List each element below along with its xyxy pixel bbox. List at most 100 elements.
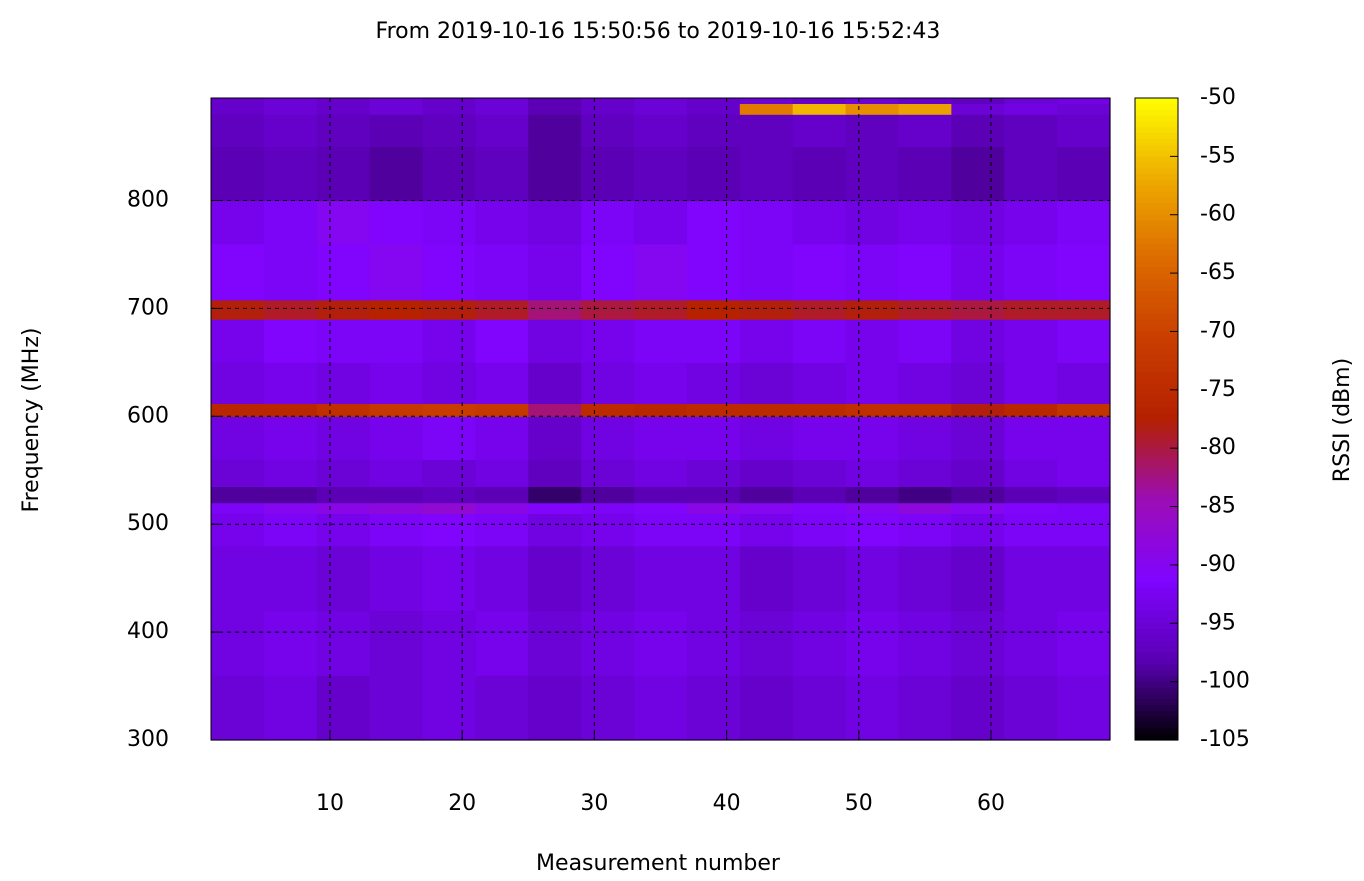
heatmap-cell [263, 319, 318, 363]
heatmap-cell [528, 675, 582, 741]
heatmap-cell [211, 486, 265, 504]
heatmap-cell [316, 103, 371, 115]
colorbar-segment [1135, 710, 1178, 718]
colorbar-segment [1135, 699, 1178, 706]
colorbar-segment [1135, 407, 1178, 414]
heatmap-cell [1057, 416, 1111, 461]
colorbar-segment [1135, 500, 1178, 508]
heatmap-cell [263, 675, 318, 741]
heatmap-cell [1057, 610, 1111, 676]
heatmap-cell [581, 299, 635, 320]
heatmap-cell [686, 502, 741, 515]
heatmap-cell [634, 243, 688, 301]
colorbar-tick-label: -60 [1200, 202, 1236, 227]
heatmap-cell [422, 200, 477, 245]
heatmap-cell [792, 299, 847, 320]
colorbar-segment [1135, 559, 1178, 566]
chart-title: From 2019-10-16 15:50:56 to 2019-10-16 1… [376, 19, 941, 44]
heatmap-cell [1057, 319, 1111, 363]
colorbar-segment [1135, 623, 1178, 630]
heatmap-cell [475, 114, 529, 148]
colorbar-segment [1135, 109, 1178, 117]
heatmap-cell [845, 243, 900, 301]
heatmap-cell [792, 200, 847, 245]
heatmap-cell [739, 319, 794, 363]
colorbar-segment [1135, 588, 1178, 595]
heatmap-cell [422, 146, 477, 202]
colorbar-segment [1135, 629, 1178, 636]
colorbar-segment [1135, 471, 1178, 478]
colorbar-segment [1135, 150, 1178, 157]
heatmap-cell [1004, 675, 1058, 741]
heatmap-cell [316, 545, 371, 612]
colorbar-segment [1135, 477, 1178, 484]
heatmap-cell [316, 146, 371, 202]
colorbar-segment [1135, 611, 1178, 619]
heatmap-cell [528, 114, 582, 148]
heatmap-cell [634, 416, 688, 461]
heatmap-cell [422, 610, 477, 676]
heatmap-cell [528, 486, 582, 504]
colorbar-tick-label: -65 [1200, 260, 1236, 285]
colorbar-segment [1135, 313, 1178, 321]
heatmap-cell [1004, 403, 1058, 417]
colorbar-segment [1135, 319, 1178, 327]
heatmap-cell [1004, 513, 1058, 547]
heatmap-cell [528, 200, 582, 245]
heatmap-cell [528, 459, 582, 488]
heatmap-cell [422, 675, 477, 741]
heatmap-cell [634, 200, 688, 245]
colorbar-segment [1135, 378, 1178, 385]
heatmap-cell [1057, 103, 1111, 115]
heatmap-cell [898, 513, 952, 547]
colorbar-segment [1135, 664, 1178, 671]
heatmap-cell [739, 114, 794, 148]
heatmap-cell [686, 114, 741, 148]
colorbar-segment [1135, 436, 1178, 443]
heatmap-cell [369, 545, 424, 612]
heatmap-cell [475, 675, 529, 741]
heatmap-cell [422, 362, 477, 404]
y-tick-label: 400 [127, 619, 169, 644]
colorbar-segment [1135, 127, 1178, 134]
heatmap-cell [739, 502, 794, 515]
heatmap-cell [898, 362, 952, 404]
heatmap-cell [263, 243, 318, 301]
heatmap-cell [634, 103, 688, 115]
colorbar-segment [1135, 214, 1178, 222]
heatmap-cell [263, 114, 318, 148]
heatmap-cell [422, 98, 477, 104]
heatmap-cell [581, 362, 635, 404]
colorbar-segment [1135, 704, 1178, 712]
colorbar-segment [1135, 529, 1178, 537]
colorbar-segment [1135, 419, 1178, 426]
heatmap-cell [951, 146, 1005, 202]
heatmap-cell [951, 200, 1005, 245]
heatmap-cell [1004, 200, 1058, 245]
heatmap-cell [369, 103, 424, 115]
heatmap-cell [686, 103, 741, 115]
heatmap-cell [1004, 416, 1058, 461]
colorbar-segment [1135, 162, 1178, 169]
colorbar-segment [1135, 267, 1178, 274]
colorbar-segment [1135, 208, 1178, 216]
heatmap-cell [1004, 146, 1058, 202]
heatmap-cell [581, 403, 635, 417]
heatmap-cell [898, 103, 952, 115]
heatmap-cell [739, 459, 794, 488]
heatmap-cell [845, 146, 900, 202]
heatmap-cell [369, 486, 424, 504]
heatmap-cell [211, 610, 265, 676]
y-axis-label: Frequency (MHz) [19, 328, 44, 513]
heatmap-cell [581, 416, 635, 461]
heatmap-cell [898, 675, 952, 741]
heatmap-cell [951, 243, 1005, 301]
colorbar-segment [1135, 652, 1178, 659]
heatmap-cell [369, 459, 424, 488]
heatmap-cell [792, 610, 847, 676]
heatmap-cell [686, 675, 741, 741]
colorbar-segment [1135, 454, 1178, 461]
heatmap-cell [263, 545, 318, 612]
colorbar-segment [1135, 302, 1178, 309]
colorbar-segment [1135, 448, 1178, 455]
